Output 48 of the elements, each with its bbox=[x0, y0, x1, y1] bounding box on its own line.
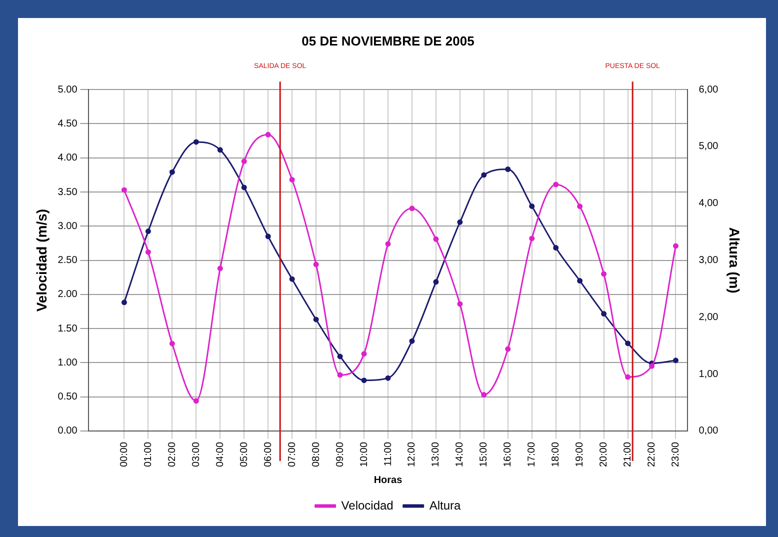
y2-axis-title: Altura (m) bbox=[726, 227, 743, 294]
y2-tick-label: 4,00 bbox=[698, 198, 719, 210]
x-tick-label: 10:00 bbox=[358, 442, 370, 468]
y-tick-label: 2.00 bbox=[58, 289, 78, 300]
y2-tick-label: 3,00 bbox=[698, 255, 719, 266]
x-tick-label: 18:00 bbox=[550, 442, 562, 468]
x-tick-label: 05:00 bbox=[238, 442, 250, 468]
x-tick-label: 08:00 bbox=[310, 442, 322, 468]
y-tick-label: 2.50 bbox=[58, 255, 78, 266]
x-tick-label: 23:00 bbox=[670, 442, 682, 468]
y2-tick-label: 0,00 bbox=[698, 426, 719, 437]
x-tick-label: 19:00 bbox=[574, 442, 586, 468]
y-tick-label: 3.00 bbox=[58, 220, 78, 232]
x-tick-label: 11:00 bbox=[382, 442, 394, 466]
y-tick-label: 1.50 bbox=[58, 323, 78, 334]
x-tick-label: 17:00 bbox=[526, 442, 538, 468]
x-tick-label: 00:00 bbox=[118, 442, 130, 468]
y2-tick-label: 1,00 bbox=[698, 368, 719, 380]
y-tick-label: 3.50 bbox=[58, 186, 78, 198]
x-tick-label: 06:00 bbox=[262, 442, 274, 468]
x-tick-label: 13:00 bbox=[430, 442, 442, 468]
y2-tick-label: 6,00 bbox=[698, 84, 719, 96]
x-tick-label: 02:00 bbox=[166, 442, 178, 468]
x-tick-label: 01:00 bbox=[142, 442, 154, 468]
y-axis-title: Velocidad (m/s) bbox=[33, 208, 50, 312]
y2-tick-label: 5,00 bbox=[698, 141, 719, 152]
chart-title: 05 DE NOVIEMBRE DE 2005 bbox=[302, 33, 474, 48]
y-tick-label: 4.50 bbox=[58, 118, 78, 130]
x-axis-title: Horas bbox=[374, 474, 403, 486]
y-tick-label: 0.50 bbox=[58, 392, 78, 403]
x-tick-label: 12:00 bbox=[406, 442, 418, 468]
y-tick-label: 4.00 bbox=[58, 152, 78, 164]
y-tick-label: 5.00 bbox=[58, 84, 78, 96]
x-tick-label: 20:00 bbox=[598, 442, 610, 468]
x-tick-label: 21:00 bbox=[622, 442, 634, 468]
x-tick-label: 07:00 bbox=[286, 442, 298, 468]
y2-tick-label: 2,00 bbox=[698, 312, 719, 323]
x-tick-label: 14:00 bbox=[454, 442, 466, 468]
x-tick-label: 09:00 bbox=[334, 442, 346, 468]
x-tick-label: 03:00 bbox=[190, 442, 202, 468]
y-tick-label: 0.00 bbox=[58, 426, 78, 437]
x-tick-label: 04:00 bbox=[214, 442, 226, 468]
y-tick-label: 1.00 bbox=[58, 357, 78, 368]
x-tick-label: 16:00 bbox=[502, 442, 514, 468]
x-tick-label: 22:00 bbox=[646, 442, 658, 468]
legend-label: Altura bbox=[429, 498, 462, 512]
x-tick-label: 15:00 bbox=[478, 442, 490, 468]
legend-label: Velocidad bbox=[341, 498, 394, 512]
